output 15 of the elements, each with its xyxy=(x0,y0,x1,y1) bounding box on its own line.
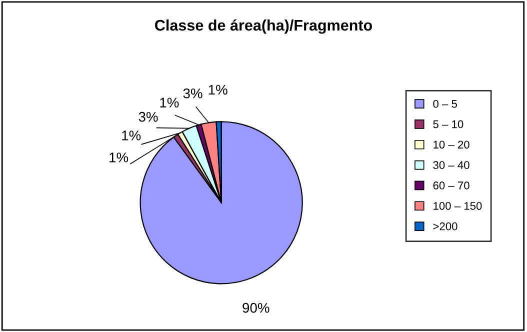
legend-label: 5 – 10 xyxy=(433,120,464,128)
legend-label: 10 – 20 xyxy=(434,140,470,149)
legend-label: 60 – 70 xyxy=(433,182,470,190)
legend-label: >200 xyxy=(433,222,458,230)
legend-label: 30 – 40 xyxy=(433,161,470,170)
data-label: 1% xyxy=(110,152,128,162)
data-label: 90% xyxy=(242,302,270,313)
data-label: 1% xyxy=(122,130,141,140)
data-label: 3% xyxy=(138,112,158,122)
legend-label: 0 – 5 xyxy=(433,100,457,108)
data-label: 1% xyxy=(160,98,179,108)
legend-label: 100 – 150 xyxy=(434,202,482,210)
chart-title: Classe de área(ha)/Fragmento xyxy=(155,19,372,34)
data-label: 1% xyxy=(208,84,228,95)
data-label: 3% xyxy=(183,88,202,98)
